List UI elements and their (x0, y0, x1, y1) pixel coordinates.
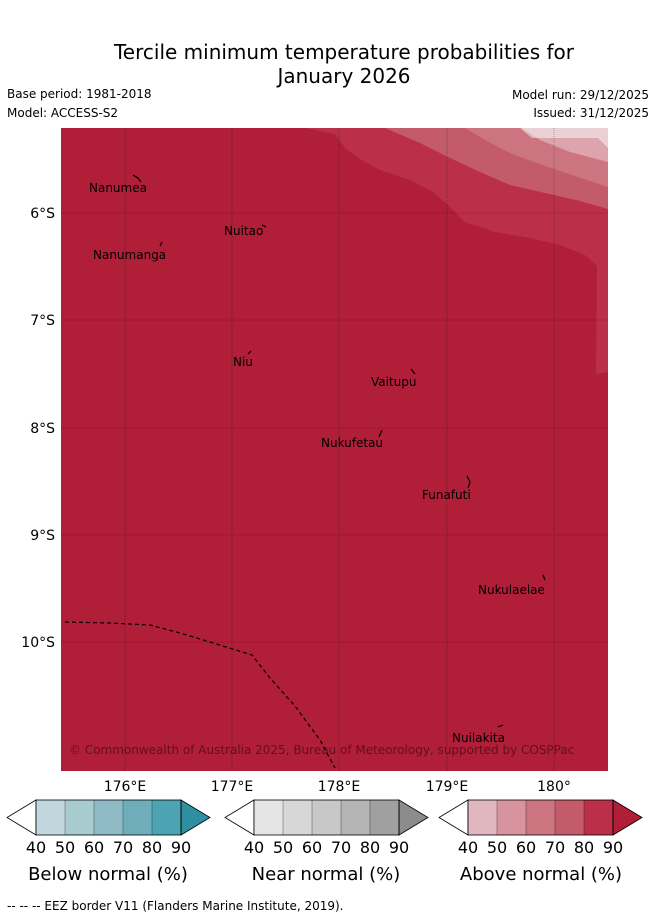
lat-label: 6°S (30, 206, 55, 222)
title-line-2: January 2026 (277, 64, 411, 88)
above-50-band (465, 128, 608, 187)
legend-colorbars: 40 50 60 70 80 90 Below normal (%) 40 50 60 70 80 90… (6, 799, 643, 885)
colorbar-over-arrow (612, 799, 643, 836)
lat-label: 10°S (21, 635, 55, 651)
colorbar-under-arrow (224, 799, 255, 836)
colorbar-segment (497, 800, 526, 835)
colorbar-title: Below normal (%) (28, 864, 188, 885)
colorbar-tick-label: 40 (26, 838, 46, 857)
colorbar-segment (94, 800, 123, 835)
colorbar-under-arrow (6, 799, 37, 836)
colorbar-segment (254, 800, 283, 835)
colorbar-outline (253, 799, 400, 836)
place-label: Nanumea (89, 181, 147, 195)
colorbar-over-arrow (398, 799, 429, 836)
base-period: Base period: 1981-2018 (7, 87, 152, 101)
above-colorbar: 40 50 60 70 80 90 Above normal (%) (438, 799, 643, 885)
island-niu (247, 350, 252, 355)
colorbar-tick-label: 70 (331, 838, 351, 857)
place-label: Nanumanga (93, 248, 166, 262)
colorbar-tick-label: 60 (516, 838, 536, 857)
lat-label: 9°S (30, 528, 55, 544)
colorbar-under-arrow (438, 799, 469, 836)
place-label: Nukufetau (321, 436, 383, 450)
latitude-labels: 6°S 7°S 8°S 9°S 10°S (21, 206, 55, 651)
colorbar-title: Near normal (%) (252, 864, 401, 885)
island-funafuti (466, 475, 471, 489)
island-nuitao (261, 224, 267, 228)
island-nuilakita (497, 724, 504, 728)
issued-date: Issued: 31/12/2025 (533, 106, 649, 120)
island-nukulaelae (542, 574, 546, 581)
colorbar-tick-label: 80 (142, 838, 162, 857)
copyright-notice: © Commonwealth of Australia 2025, Bureau… (69, 743, 574, 757)
colorbar-segment (36, 800, 65, 835)
colorbar-segment (65, 800, 94, 835)
eez-border (64, 621, 336, 769)
colorbar-tick-label: 50 (487, 838, 507, 857)
place-labels: Nanumea Nuitao Nanumanga Niu Vaitupu Nuk… (89, 181, 545, 745)
colorbar-segment (312, 800, 341, 835)
colorbar-tick-label: 80 (360, 838, 380, 857)
island-vaitupu (410, 368, 416, 375)
model-name: Model: ACCESS-S2 (7, 106, 119, 120)
lat-label: 7°S (30, 313, 55, 329)
lon-label: 178°E (318, 779, 361, 795)
colorbar-tick-label: 50 (55, 838, 75, 857)
place-label: Vaitupu (371, 375, 417, 389)
colorbar-segment (283, 800, 312, 835)
island-nanumea (132, 174, 142, 183)
colorbar-tick-label: 40 (458, 838, 478, 857)
colorbar-tick-label: 90 (171, 838, 191, 857)
lon-label: 179°E (426, 779, 469, 795)
chart-title: Tercile minimum temperature probabilitie… (0, 40, 655, 88)
longitude-labels: 176°E 177°E 178°E 179°E 180° (104, 779, 571, 795)
colorbar-tick-label: 40 (244, 838, 264, 857)
map-panel: Nanumea Nuitao Nanumanga Niu Vaitupu Nuk… (61, 128, 608, 771)
colorbar-tick-label: 50 (273, 838, 293, 857)
near-colorbar: 40 50 60 70 80 90 Near normal (%) (224, 799, 429, 885)
colorbar-tick-label: 90 (603, 838, 623, 857)
above-40-edge (522, 128, 608, 162)
lon-label: 180° (537, 779, 571, 795)
colorbar-over-arrow (180, 799, 211, 836)
place-label: Funafuti (422, 488, 471, 502)
colorbar-segment (526, 800, 555, 835)
islands (132, 174, 546, 728)
lon-label: 177°E (211, 779, 254, 795)
colorbar-tick-label: 80 (574, 838, 594, 857)
colorbar-tick-label: 70 (113, 838, 133, 857)
colorbar-segment (370, 800, 399, 835)
colorbar-tick-label: 60 (302, 838, 322, 857)
below-colorbar: 40 50 60 70 80 90 Below normal (%) (6, 799, 211, 885)
place-label: Nuilakita (452, 731, 505, 745)
colorbar-segment (123, 800, 152, 835)
colorbar-segment (584, 800, 613, 835)
place-label: Nukulaelae (478, 583, 545, 597)
island-nukufetau (378, 429, 383, 438)
place-label: Nuitao (224, 224, 263, 238)
footer-note: -- -- -- EEZ border V11 (Flanders Marine… (7, 899, 344, 913)
colorbar-tick-label: 70 (545, 838, 565, 857)
title-line-1: Tercile minimum temperature probabilitie… (113, 40, 575, 64)
colorbar-title: Above normal (%) (460, 864, 622, 885)
colorbar-outline (467, 799, 614, 836)
colorbar-tick-label: 60 (84, 838, 104, 857)
colorbar-outline (35, 799, 182, 836)
colorbar-segment (555, 800, 584, 835)
lat-label: 8°S (30, 421, 55, 437)
island-nanumanga (159, 241, 163, 247)
model-run: Model run: 29/12/2025 (511, 88, 649, 102)
colorbar-segment (468, 800, 497, 835)
above-40-band (520, 128, 608, 148)
colorbar-segment (341, 800, 370, 835)
place-label: Niu (233, 355, 253, 369)
lon-label: 176°E (104, 779, 147, 795)
colorbar-segment (152, 800, 181, 835)
colorbar-tick-label: 90 (389, 838, 409, 857)
